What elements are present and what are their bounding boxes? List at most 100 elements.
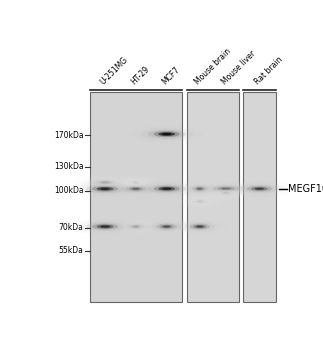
Ellipse shape <box>86 222 124 231</box>
Ellipse shape <box>160 225 173 229</box>
Text: 170kDa: 170kDa <box>54 131 84 140</box>
Ellipse shape <box>132 225 139 228</box>
Ellipse shape <box>217 187 234 191</box>
Ellipse shape <box>185 222 214 231</box>
Ellipse shape <box>120 176 152 188</box>
Text: 70kDa: 70kDa <box>59 223 84 232</box>
Text: Mouse liver: Mouse liver <box>220 49 257 87</box>
Ellipse shape <box>190 224 210 230</box>
Ellipse shape <box>156 224 177 230</box>
Ellipse shape <box>192 186 208 192</box>
Ellipse shape <box>100 225 110 228</box>
Ellipse shape <box>97 187 113 191</box>
Ellipse shape <box>197 188 203 190</box>
Ellipse shape <box>180 220 220 232</box>
Ellipse shape <box>146 220 188 232</box>
Ellipse shape <box>129 187 143 191</box>
Ellipse shape <box>138 218 195 235</box>
Ellipse shape <box>114 174 158 190</box>
Ellipse shape <box>97 225 113 229</box>
Ellipse shape <box>192 198 208 204</box>
Ellipse shape <box>79 183 131 195</box>
Text: HT-29: HT-29 <box>130 65 151 87</box>
Ellipse shape <box>101 181 109 183</box>
Text: Rat brain: Rat brain <box>253 55 285 87</box>
Ellipse shape <box>193 225 206 229</box>
Ellipse shape <box>131 126 203 142</box>
Ellipse shape <box>218 190 234 196</box>
Ellipse shape <box>125 186 146 192</box>
Bar <box>90 92 182 302</box>
Text: 55kDa: 55kDa <box>59 246 84 255</box>
Ellipse shape <box>188 197 211 206</box>
Ellipse shape <box>221 188 231 190</box>
Ellipse shape <box>241 184 278 193</box>
Ellipse shape <box>122 222 149 231</box>
Ellipse shape <box>247 186 272 192</box>
Ellipse shape <box>131 181 141 184</box>
Text: Mouse brain: Mouse brain <box>193 47 233 87</box>
Text: U-251MG: U-251MG <box>99 55 130 87</box>
Ellipse shape <box>69 218 141 235</box>
Ellipse shape <box>107 181 165 197</box>
Ellipse shape <box>127 224 145 230</box>
Ellipse shape <box>195 199 205 203</box>
Ellipse shape <box>178 193 221 209</box>
Ellipse shape <box>214 189 237 197</box>
Ellipse shape <box>162 188 172 190</box>
Ellipse shape <box>163 225 171 228</box>
Ellipse shape <box>88 178 122 187</box>
Ellipse shape <box>204 185 247 201</box>
Ellipse shape <box>151 222 182 231</box>
Ellipse shape <box>140 183 193 195</box>
Ellipse shape <box>158 132 175 136</box>
Ellipse shape <box>132 188 140 190</box>
Ellipse shape <box>223 192 229 194</box>
Ellipse shape <box>130 225 142 229</box>
Ellipse shape <box>98 181 113 184</box>
Ellipse shape <box>162 133 172 135</box>
Text: 100kDa: 100kDa <box>54 186 84 195</box>
Ellipse shape <box>153 131 180 137</box>
Ellipse shape <box>120 184 151 193</box>
Ellipse shape <box>221 191 231 195</box>
Ellipse shape <box>153 186 180 192</box>
Ellipse shape <box>188 184 211 193</box>
Bar <box>243 92 276 302</box>
Ellipse shape <box>92 186 118 192</box>
Ellipse shape <box>234 183 285 195</box>
Text: MEGF10: MEGF10 <box>288 184 323 194</box>
Ellipse shape <box>189 181 263 197</box>
Ellipse shape <box>172 218 227 235</box>
Ellipse shape <box>224 181 294 197</box>
Ellipse shape <box>178 181 221 197</box>
Ellipse shape <box>115 183 157 195</box>
Ellipse shape <box>124 178 147 187</box>
Ellipse shape <box>255 188 264 190</box>
Ellipse shape <box>158 187 175 191</box>
Ellipse shape <box>213 186 239 192</box>
Ellipse shape <box>73 174 138 190</box>
Ellipse shape <box>100 188 110 190</box>
Ellipse shape <box>206 184 245 193</box>
Ellipse shape <box>128 180 144 186</box>
Text: 130kDa: 130kDa <box>54 162 84 171</box>
Ellipse shape <box>79 220 131 232</box>
Ellipse shape <box>148 184 186 193</box>
Ellipse shape <box>93 180 117 186</box>
Ellipse shape <box>117 220 154 232</box>
Ellipse shape <box>81 176 129 188</box>
Ellipse shape <box>133 181 139 183</box>
Bar <box>187 92 239 302</box>
Ellipse shape <box>197 200 203 202</box>
Ellipse shape <box>148 130 186 138</box>
Ellipse shape <box>86 184 124 193</box>
Ellipse shape <box>131 181 203 197</box>
Ellipse shape <box>196 225 203 228</box>
Ellipse shape <box>210 187 242 199</box>
Ellipse shape <box>184 183 215 195</box>
Text: MCF7: MCF7 <box>160 65 182 87</box>
Ellipse shape <box>195 187 205 191</box>
Ellipse shape <box>184 195 215 207</box>
Ellipse shape <box>140 128 193 140</box>
